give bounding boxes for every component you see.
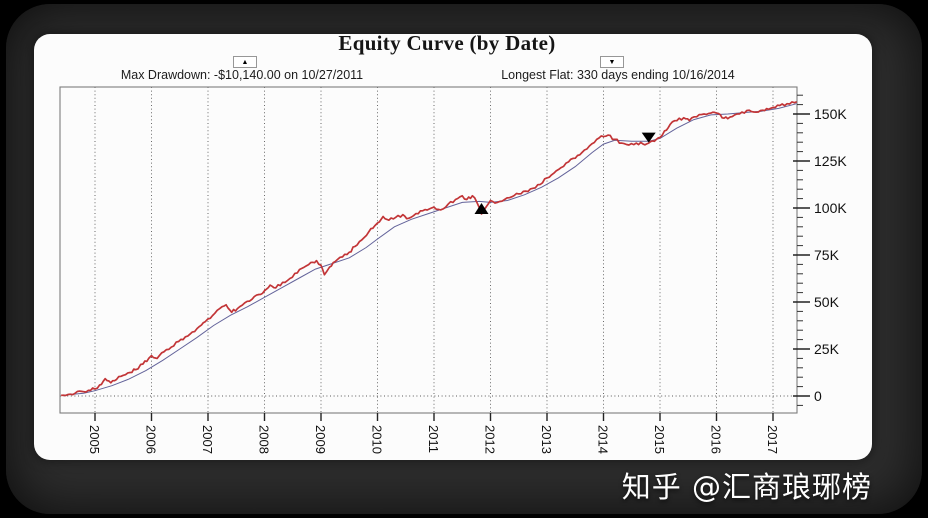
longest-flat-marker-legend: ▼ bbox=[600, 56, 624, 68]
svg-text:2007: 2007 bbox=[200, 425, 215, 454]
longest-flat-label: Longest Flat: 330 days ending 10/16/2014 bbox=[501, 68, 735, 82]
svg-text:2012: 2012 bbox=[483, 425, 498, 454]
svg-text:125K: 125K bbox=[814, 153, 847, 169]
equity-chart-card bbox=[34, 34, 872, 460]
max-drawdown-marker-legend: ▲ bbox=[233, 56, 257, 68]
svg-text:2008: 2008 bbox=[257, 425, 272, 454]
chart-title: Equity Curve (by Date) bbox=[338, 31, 556, 55]
svg-text:2011: 2011 bbox=[426, 425, 441, 453]
down-triangle-icon: ▼ bbox=[608, 58, 616, 66]
svg-text:75K: 75K bbox=[814, 247, 840, 263]
svg-text:2013: 2013 bbox=[539, 425, 554, 454]
svg-text:2016: 2016 bbox=[709, 425, 724, 454]
svg-text:100K: 100K bbox=[814, 200, 847, 216]
svg-text:2015: 2015 bbox=[652, 425, 667, 454]
svg-text:50K: 50K bbox=[814, 294, 840, 310]
up-triangle-icon: ▲ bbox=[241, 58, 249, 66]
max-drawdown-label: Max Drawdown: -$10,140.00 on 10/27/2011 bbox=[120, 68, 364, 82]
svg-text:2014: 2014 bbox=[596, 425, 611, 454]
photo-frame bbox=[6, 4, 922, 514]
svg-text:150K: 150K bbox=[814, 106, 847, 122]
svg-text:25K: 25K bbox=[814, 341, 840, 357]
svg-text:2005: 2005 bbox=[87, 425, 102, 454]
svg-text:2006: 2006 bbox=[144, 425, 159, 454]
svg-text:0: 0 bbox=[814, 388, 822, 404]
svg-text:2017: 2017 bbox=[765, 425, 780, 454]
svg-text:2010: 2010 bbox=[370, 425, 385, 454]
svg-text:2009: 2009 bbox=[313, 425, 328, 454]
watermark: 知乎 @汇商琅琊榜 bbox=[621, 470, 872, 504]
